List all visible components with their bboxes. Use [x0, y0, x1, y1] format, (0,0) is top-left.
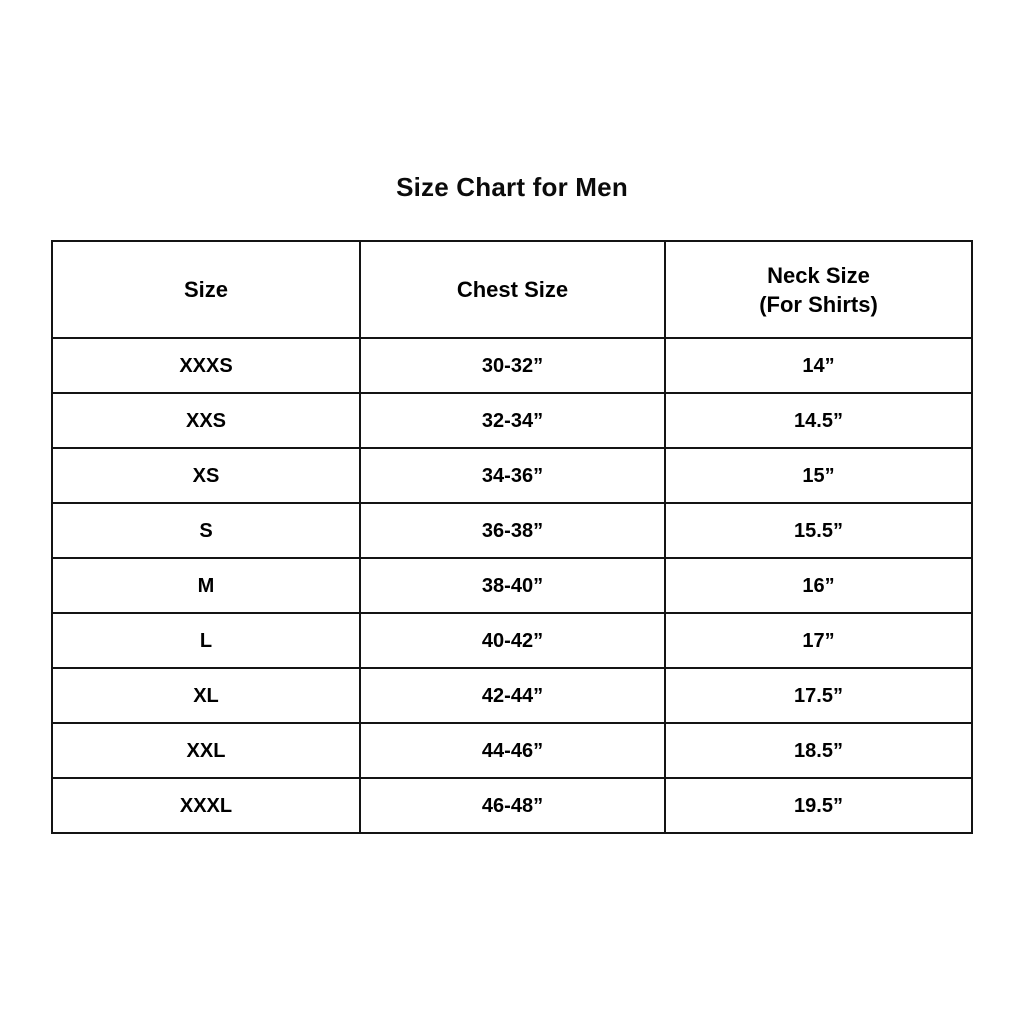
size-chart-table: Size Chest Size Neck Size (For Shirts) X… [51, 240, 973, 834]
column-header-chest-size: Chest Size [359, 240, 666, 339]
cell-chest-size: 40-42” [359, 612, 666, 669]
cell-neck-size: 17.5” [664, 667, 973, 724]
cell-chest-size: 42-44” [359, 667, 666, 724]
cell-size: XXXS [51, 337, 361, 394]
cell-neck-size: 15” [664, 447, 973, 504]
column-header-size: Size [51, 240, 361, 339]
cell-neck-size: 14” [664, 337, 973, 394]
cell-neck-size: 16” [664, 557, 973, 614]
cell-size: L [51, 612, 361, 669]
cell-chest-size: 38-40” [359, 557, 666, 614]
table-row: XL 42-44” 17.5” [51, 667, 973, 724]
cell-neck-size: 14.5” [664, 392, 973, 449]
cell-chest-size: 44-46” [359, 722, 666, 779]
cell-size: XXS [51, 392, 361, 449]
page-title: Size Chart for Men [396, 172, 628, 202]
cell-size: XL [51, 667, 361, 724]
column-header-neck-size-sublabel: (For Shirts) [759, 291, 878, 317]
column-header-chest-size-label: Chest Size [456, 277, 569, 302]
table-row: XXXL 46-48” 19.5” [51, 777, 973, 834]
cell-neck-size: 15.5” [664, 502, 973, 559]
cell-size: XS [51, 447, 361, 504]
cell-chest-size: 36-38” [359, 502, 666, 559]
table-header-row: Size Chest Size Neck Size (For Shirts) [51, 240, 973, 339]
table-body: XXXS 30-32” 14” XXS 32-34” 14.5” XS 34-36” 15” S 3… [51, 337, 973, 834]
column-header-neck-size: Neck Size (For Shirts) [664, 240, 973, 339]
table-row: XXXS 30-32” 14” [51, 337, 973, 394]
cell-size: XXXL [51, 777, 361, 834]
cell-chest-size: 34-36” [359, 447, 666, 504]
cell-chest-size: 32-34” [359, 392, 666, 449]
table-row: L 40-42” 17” [51, 612, 973, 669]
cell-size: S [51, 502, 361, 559]
table-row: M 38-40” 16” [51, 557, 973, 614]
cell-chest-size: 30-32” [359, 337, 666, 394]
table-row: XS 34-36” 15” [51, 447, 973, 504]
cell-neck-size: 17” [664, 612, 973, 669]
cell-chest-size: 46-48” [359, 777, 666, 834]
column-header-size-label: Size [183, 277, 229, 302]
column-header-neck-size-label: Neck Size [767, 262, 870, 288]
table-row: S 36-38” 15.5” [51, 502, 973, 559]
table-row: XXL 44-46” 18.5” [51, 722, 973, 779]
size-chart-table-container: Size Chest Size Neck Size (For Shirts) X… [51, 240, 973, 834]
cell-neck-size: 19.5” [664, 777, 973, 834]
table-header: Size Chest Size Neck Size (For Shirts) [51, 240, 973, 339]
cell-size: XXL [51, 722, 361, 779]
cell-neck-size: 18.5” [664, 722, 973, 779]
table-row: XXS 32-34” 14.5” [51, 392, 973, 449]
cell-size: M [51, 557, 361, 614]
